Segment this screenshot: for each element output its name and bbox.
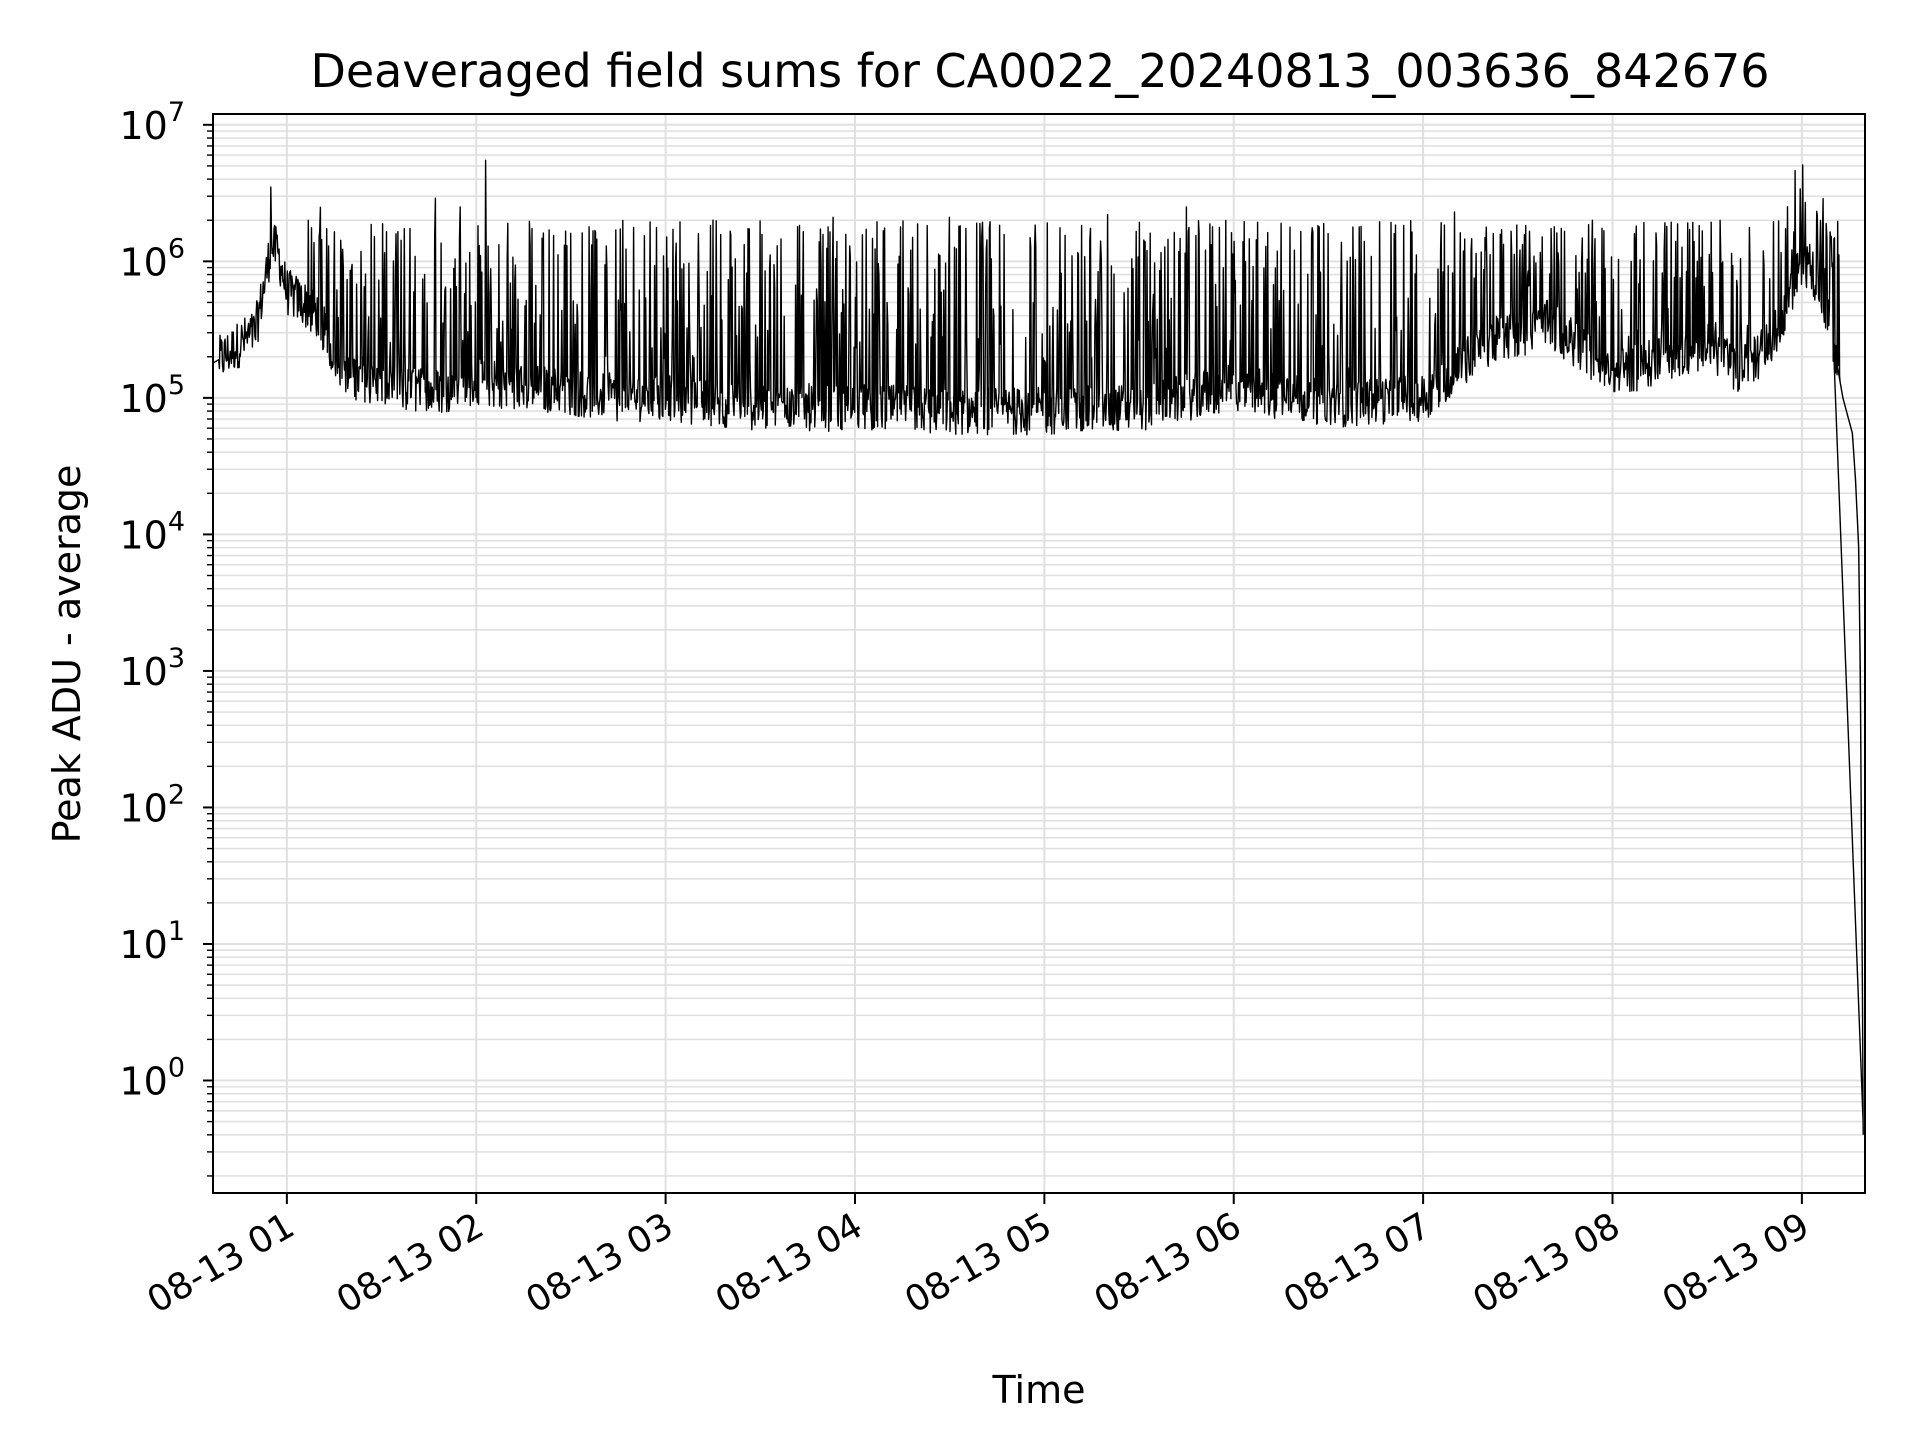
chart-title: Deaveraged field sums for CA0022_2024081… (310, 44, 1769, 98)
plot-series (212, 159, 1864, 1135)
y-tick-label: 103 (119, 643, 185, 694)
y-tick-base: 10 (119, 240, 167, 284)
y-tick-exponent: 3 (168, 643, 185, 674)
y-tick-label: 101 (119, 916, 185, 967)
y-tick-exponent: 4 (168, 506, 185, 537)
y-tick-base: 10 (119, 1060, 167, 1104)
y-tick-base: 10 (119, 923, 167, 967)
y-axis-label: Peak ADU - average (45, 465, 89, 844)
y-tick-label: 102 (119, 779, 185, 830)
y-tick-base: 10 (119, 104, 167, 148)
y-tick-base: 10 (119, 650, 167, 694)
y-tick-exponent: 5 (168, 370, 185, 401)
y-tick-exponent: 1 (168, 916, 185, 947)
y-tick-exponent: 7 (168, 97, 185, 128)
x-axis-label: Time (992, 1368, 1086, 1412)
y-tick-exponent: 6 (168, 233, 185, 264)
y-tick-base: 10 (119, 513, 167, 557)
y-tick-label: 104 (119, 506, 185, 557)
y-tick-base: 10 (119, 377, 167, 421)
y-tick-exponent: 2 (168, 779, 185, 810)
plot-frame (212, 113, 1866, 1194)
y-tick-label: 106 (119, 233, 185, 284)
y-tick-base: 10 (119, 786, 167, 830)
series-line (212, 159, 1864, 1135)
y-tick-label: 105 (119, 370, 185, 421)
y-tick-exponent: 0 (168, 1053, 185, 1084)
y-tick-label: 107 (119, 97, 185, 148)
y-tick-label: 100 (119, 1053, 185, 1104)
